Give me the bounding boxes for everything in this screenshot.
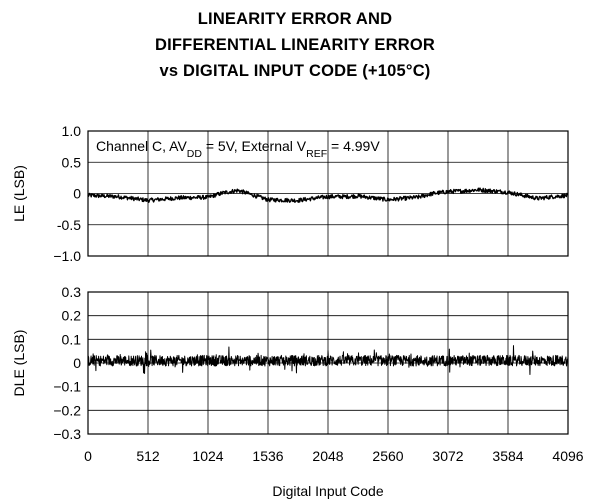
y-tick-label: 0.1 xyxy=(62,331,82,347)
x-tick-label: 2560 xyxy=(372,448,403,464)
x-axis-label: Digital Input Code xyxy=(272,483,384,499)
y-tick-label: 0.5 xyxy=(62,154,82,170)
chart-title-line-1: LINEARITY ERROR AND xyxy=(197,10,393,28)
x-tick-label: 1024 xyxy=(192,448,223,464)
x-tick-label: 3584 xyxy=(492,448,523,464)
y-tick-label: 0.3 xyxy=(62,284,82,300)
x-tick-label: 0 xyxy=(84,448,92,464)
y-tick-label: −0.1 xyxy=(53,379,81,395)
data-trace xyxy=(87,345,569,375)
x-tick-label: 2048 xyxy=(312,448,343,464)
chart-title-line-3: vs DIGITAL INPUT CODE (+105°C) xyxy=(159,62,431,80)
y-tick-label: −0.3 xyxy=(53,426,81,442)
y-tick-label: 0 xyxy=(73,186,81,202)
y-tick-label: 0 xyxy=(73,355,81,371)
x-tick-label: 512 xyxy=(136,448,160,464)
x-tick-label: 1536 xyxy=(252,448,283,464)
data-trace xyxy=(87,187,569,204)
dle-panel: 0.3 0.2 0.1 0 −0.1 −0.2 −0.3 DLE (LSB) 0 512 1024 1… xyxy=(11,284,584,499)
y-tick-label: -0.5 xyxy=(57,217,81,233)
x-tick-label: 3072 xyxy=(432,448,463,464)
y-tick-label: 0.2 xyxy=(62,308,82,324)
chart-title-line-2: DIFFERENTIAL LINEARITY ERROR xyxy=(154,36,435,54)
y-axis-label: DLE (LSB) xyxy=(11,330,27,397)
y-tick-label: −1.0 xyxy=(53,248,81,264)
chart-annotation: Channel C, AVDD = 5V, External VREF = 4.… xyxy=(96,138,380,160)
x-tick-label: 4096 xyxy=(552,448,583,464)
le-panel: 1.0 0.5 0 -0.5 −1.0 LE (LSB) Channel C, AVDD =… xyxy=(11,123,569,264)
y-tick-label: −0.2 xyxy=(53,402,81,418)
y-tick-label: 1.0 xyxy=(62,123,82,139)
y-axis-label: LE (LSB) xyxy=(11,165,27,222)
